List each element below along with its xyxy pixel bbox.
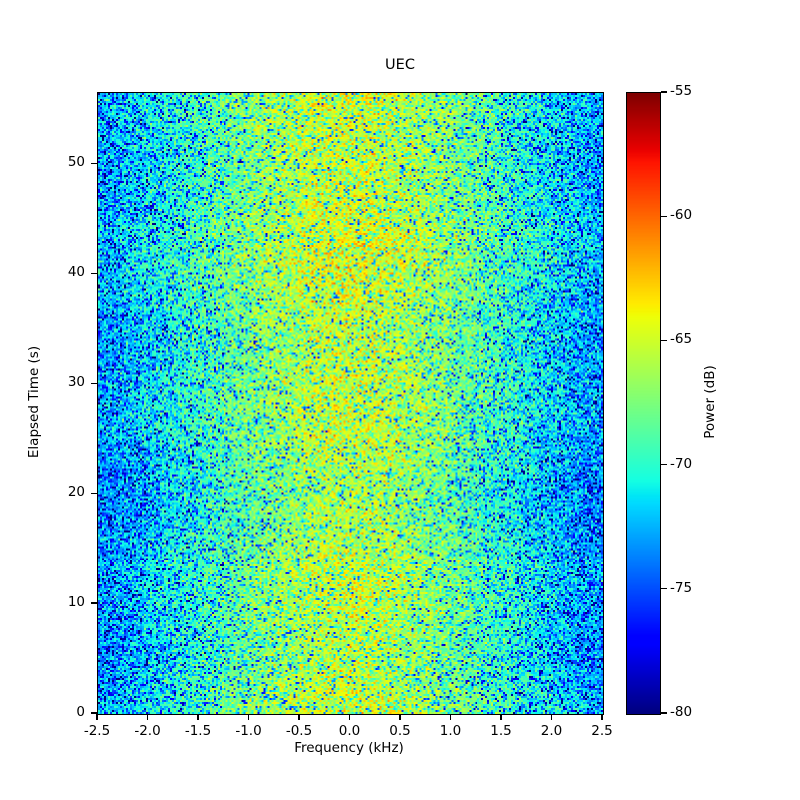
colorbar-tick-label: -80 — [670, 704, 693, 720]
x-tick-mark — [601, 714, 603, 720]
colorbar-tick-mark — [661, 464, 667, 466]
x-tick-label: -1.0 — [235, 723, 262, 739]
y-tick-label: 40 — [67, 264, 85, 281]
colorbar-tick-label: -70 — [670, 455, 693, 472]
y-tick-label: 50 — [67, 154, 85, 171]
x-tick-label: 0.0 — [338, 723, 361, 739]
x-tick-label: 0.5 — [389, 723, 411, 739]
y-tick-mark — [91, 602, 97, 604]
colorbar-gradient — [627, 93, 660, 714]
y-tick-mark — [91, 162, 97, 165]
colorbar-label: Power (dB) — [702, 365, 718, 439]
x-tick-mark — [399, 714, 401, 720]
y-tick-mark — [91, 492, 97, 494]
colorbar-tick-label: -60 — [670, 207, 693, 224]
y-tick-label: 30 — [67, 374, 85, 391]
y-tick-label: 10 — [67, 594, 85, 611]
x-tick-mark — [500, 714, 502, 720]
x-tick-label: 2.0 — [540, 723, 563, 739]
y-tick-mark — [91, 712, 97, 714]
colorbar-tick-mark — [661, 712, 667, 714]
y-axis-label: Elapsed Time (s) — [26, 345, 42, 459]
colorbar-tick-mark — [661, 339, 667, 341]
colorbar — [626, 92, 661, 715]
x-tick-label: -0.5 — [285, 723, 313, 739]
x-tick-label: -1.5 — [184, 723, 212, 739]
x-tick-label: 2.5 — [591, 723, 613, 739]
spectrogram-plot-area — [97, 92, 604, 715]
x-tick-mark — [247, 714, 250, 720]
x-tick-mark — [348, 714, 351, 720]
y-tick-mark — [91, 272, 97, 274]
x-tick-label: -2.5 — [83, 723, 111, 739]
x-tick-mark — [146, 714, 149, 720]
y-tick-label: 20 — [67, 484, 85, 501]
x-tick-label: 1.5 — [490, 723, 512, 739]
x-tick-mark — [550, 714, 553, 720]
y-tick-mark — [91, 382, 97, 384]
x-tick-mark — [96, 714, 98, 720]
title-line-station: UEC — [385, 57, 415, 73]
spectrogram-image — [98, 93, 603, 714]
x-tick-label: 1.0 — [439, 723, 462, 739]
colorbar-tick-label: -55 — [670, 83, 693, 99]
colorbar-tick-mark — [661, 588, 667, 590]
x-tick-label: -2.0 — [134, 723, 161, 739]
colorbar-tick-mark — [661, 215, 667, 217]
x-tick-mark — [197, 714, 199, 720]
x-axis-label: Frequency (kHz) — [294, 740, 404, 756]
y-tick-label: 0 — [76, 704, 85, 720]
x-tick-mark — [298, 714, 300, 720]
colorbar-tick-mark — [661, 91, 667, 93]
colorbar-tick-label: -65 — [670, 331, 693, 348]
x-tick-mark — [449, 714, 452, 720]
colorbar-tick-label: -75 — [670, 579, 693, 596]
